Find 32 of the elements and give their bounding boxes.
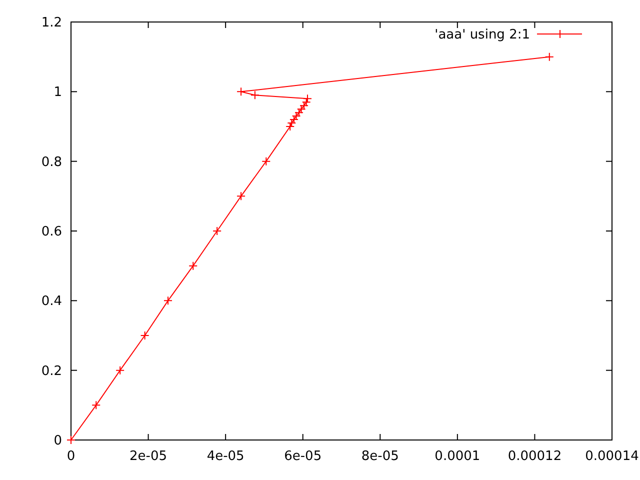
- x-tick-label: 0.0001: [434, 449, 480, 464]
- text: 2e-05: [130, 449, 168, 464]
- point: [163, 296, 172, 306]
- x-tick-label: 0.00014: [585, 449, 639, 464]
- point: [296, 104, 306, 114]
- y-tick-label: 1.2: [41, 16, 62, 31]
- text: 4e-05: [206, 449, 244, 464]
- x-tick-label: 0: [66, 449, 76, 464]
- point: [262, 156, 271, 166]
- y-tick-label: 0.8: [41, 154, 62, 170]
- point: [212, 226, 222, 236]
- point: [300, 101, 309, 110]
- point: [92, 400, 101, 410]
- text: 6e-05: [284, 449, 322, 464]
- point: [236, 192, 246, 201]
- y-tick-label: 0.2: [41, 364, 62, 379]
- point: [140, 331, 150, 340]
- y-tick-label: 1: [54, 85, 62, 100]
- point: [294, 108, 304, 118]
- y-tick-label: 0: [54, 434, 62, 449]
- point: [66, 436, 76, 444]
- point: [188, 261, 198, 270]
- text: 8e-05: [361, 449, 399, 464]
- y-tick-label: 0.4: [41, 294, 62, 310]
- point: [116, 366, 125, 375]
- point: [236, 87, 246, 96]
- y-tick-label: 0.6: [41, 224, 62, 240]
- point: [544, 52, 554, 62]
- legend-label: 'aaa' using 2:1: [434, 28, 530, 43]
- x-tick-label: 0.00012: [508, 449, 562, 464]
- point: [250, 90, 260, 100]
- point: [302, 94, 312, 104]
